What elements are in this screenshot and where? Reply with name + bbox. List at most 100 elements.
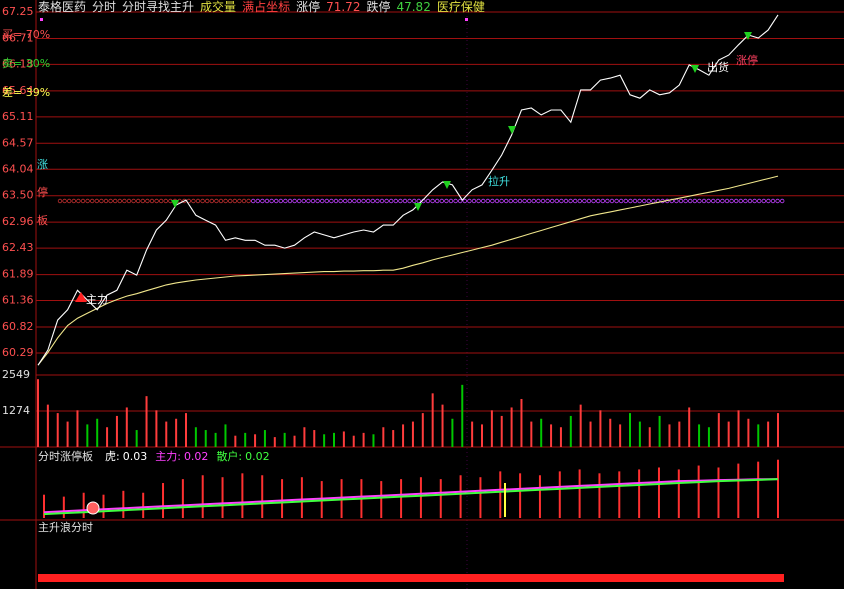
volume-bar <box>619 424 622 447</box>
tick-dot <box>76 198 81 204</box>
tick-dot <box>227 198 233 204</box>
indicator-bar <box>657 467 660 518</box>
tick-dot <box>600 198 605 204</box>
panel-title: 主升浪分时 <box>38 520 93 534</box>
header-item: 分时 <box>92 0 117 14</box>
tick-dot <box>476 198 481 204</box>
tick-dot <box>591 198 596 204</box>
tick-dot <box>80 198 86 204</box>
tick-dot <box>343 198 348 204</box>
tick-dot <box>278 198 283 204</box>
annotation: 板 <box>37 213 48 227</box>
tick-dot <box>145 198 150 204</box>
tick-dot <box>743 198 748 204</box>
signal-arrow <box>414 203 422 211</box>
header-item: 分时寻找主升 <box>122 0 195 14</box>
indicator-bar <box>519 473 522 518</box>
tick-dot <box>435 198 440 204</box>
tick-dot <box>697 198 702 204</box>
tick-dot <box>214 198 219 204</box>
tick-dot <box>255 198 260 204</box>
tick-dot <box>517 198 523 204</box>
volume-bar <box>688 407 691 447</box>
volume-bar <box>441 404 444 447</box>
tick-dot <box>158 198 164 204</box>
volume-bar <box>214 432 217 447</box>
tick-dot <box>540 198 546 204</box>
tick-dot <box>453 198 458 204</box>
indicator-bar <box>82 492 85 518</box>
volume-bar <box>125 407 128 447</box>
tick-dot <box>108 198 113 204</box>
tick-dot <box>563 198 569 204</box>
tick-dot <box>241 198 247 204</box>
tick-dot <box>619 198 624 204</box>
volume-bar <box>648 427 651 447</box>
start-marker <box>40 18 43 21</box>
volume-bar <box>382 427 385 447</box>
annotation: 主力 <box>86 293 108 306</box>
tick-dot <box>605 198 610 204</box>
volume-bar <box>135 430 138 447</box>
tick-dot <box>596 198 601 204</box>
tick-dot <box>573 198 578 204</box>
tick-dot <box>306 198 311 204</box>
tick-dot <box>297 198 302 204</box>
volume-bar <box>589 421 592 447</box>
tick-dot <box>724 198 730 204</box>
volume-bar <box>481 424 483 447</box>
volume-bar <box>362 432 365 447</box>
tick-dot <box>499 198 504 204</box>
tick-dot <box>333 198 339 204</box>
tick-dot <box>711 198 716 204</box>
tick-dot <box>264 198 270 204</box>
indicator-icon <box>86 501 100 515</box>
header-item: 医疗保健 <box>436 0 485 14</box>
tick-dot <box>315 198 320 204</box>
volume-bar <box>106 427 109 447</box>
tick-dot <box>508 198 513 204</box>
volume-bar <box>698 424 701 447</box>
legend-value: 0.02 <box>184 450 209 463</box>
tick-dot <box>218 198 224 204</box>
legend-name: 虎: <box>105 450 120 463</box>
tick-dot <box>568 198 573 204</box>
volume-bar <box>234 435 237 447</box>
volume-bar <box>392 430 395 447</box>
tick-dot <box>761 198 766 204</box>
tick-dot <box>582 198 587 204</box>
tick-dot <box>301 198 306 204</box>
y-tick-label: 61.89 <box>2 268 34 281</box>
indicator-bar <box>499 471 502 518</box>
y-tick-label: 65.11 <box>2 110 34 123</box>
volume-bar <box>431 393 434 447</box>
indicator-bar <box>717 467 720 518</box>
volume-bar <box>303 427 306 447</box>
indicator-bar <box>578 469 581 518</box>
volume-bar <box>727 421 730 447</box>
tick-dot <box>389 198 394 204</box>
tick-dot <box>232 198 237 204</box>
volume-bar <box>471 421 474 447</box>
tick-dot <box>407 198 412 204</box>
tick-dot <box>154 198 159 204</box>
tick-dot <box>246 198 251 204</box>
signal-strip <box>38 574 784 582</box>
tick-dot <box>94 198 99 204</box>
tick-dot <box>609 198 615 204</box>
tick-dot <box>274 198 279 204</box>
y-tick-label: 1274 <box>2 404 30 417</box>
volume-bar <box>668 424 671 447</box>
tick-dot <box>191 198 196 204</box>
tick-dot <box>485 198 490 204</box>
volume-bar <box>333 432 335 447</box>
tick-dot <box>688 198 693 204</box>
indicator-bar <box>697 465 700 518</box>
volume-bar <box>767 421 770 447</box>
volume-bar <box>165 421 168 447</box>
volume-bar <box>283 432 286 447</box>
tick-dot <box>706 198 711 204</box>
volume-bar <box>323 434 326 447</box>
tick-dot <box>586 198 592 204</box>
tick-dot <box>559 198 564 204</box>
